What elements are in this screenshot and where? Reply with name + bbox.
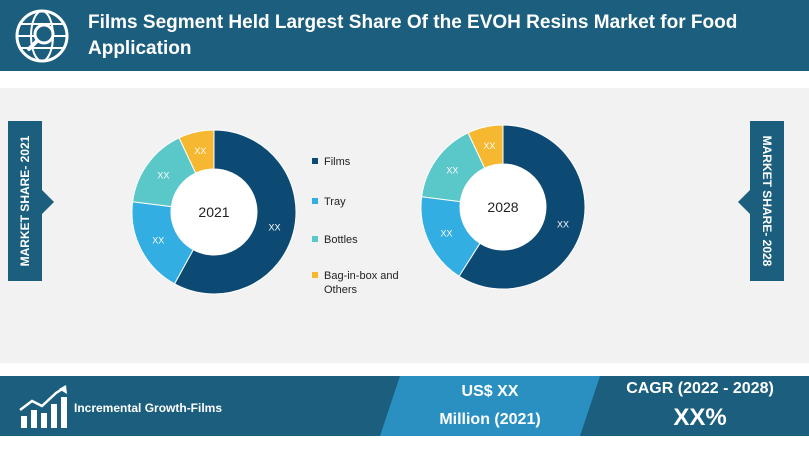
legend-swatch-bottles	[312, 236, 318, 242]
cagr-value: XX%	[673, 404, 727, 431]
side-arrow-left	[42, 190, 54, 214]
center-label-2028: 2028	[487, 199, 518, 215]
market-share-2021-tab: MARKET SHARE- 2021	[8, 121, 42, 281]
legend-label-films: Films	[324, 156, 351, 168]
data-label-2028-bag-in-box: XX	[483, 141, 495, 151]
data-label-2021-films: XX	[269, 223, 281, 233]
data-label-2021-bag-in-box: XX	[194, 146, 206, 156]
side-arrow-right	[738, 190, 750, 214]
legend-item-tray: Tray	[312, 195, 422, 209]
legend-label-tray: Tray	[324, 196, 346, 208]
legend-swatch-tray	[312, 198, 318, 204]
legend-label-bag-in-box: Bag-in-box and Others	[324, 270, 399, 296]
page-title: Films Segment Held Largest Share Of the …	[88, 12, 738, 59]
cagr-label: CAGR (2022 - 2028)	[626, 380, 774, 397]
growth-chart-icon	[19, 385, 67, 428]
data-label-2021-bottles: XX	[157, 170, 169, 180]
footer-value-line2: Million (2021)	[439, 411, 541, 428]
footer-label: Incremental Growth-Films	[74, 401, 223, 415]
footer-value-line1: US$ XX	[461, 383, 519, 400]
header-banner: Films Segment Held Largest Share Of the …	[0, 0, 809, 71]
center-label-2021: 2021	[198, 204, 229, 220]
legend-item-bottles: Bottles	[312, 233, 422, 247]
legend-swatch-films	[312, 158, 318, 164]
data-label-2021-tray: XX	[152, 235, 164, 245]
legend-label-bottles: Bottles	[324, 234, 358, 246]
legend-item-films: Films	[312, 155, 422, 169]
donut-hole-2028	[460, 164, 546, 250]
market-share-2028-tab: MARKET SHARE- 2028	[750, 121, 784, 281]
legend-item-bag-in-box: Bag-in-box and Others	[312, 269, 422, 297]
data-label-2028-tray: XX	[440, 229, 452, 239]
footer-value-panel	[380, 376, 600, 436]
donut-hole-2021	[171, 169, 257, 255]
data-label-2028-bottles: XX	[446, 165, 458, 175]
legend-swatch-bag-in-box	[312, 272, 318, 278]
globe-search-icon	[15, 9, 69, 63]
data-label-2028-films: XX	[557, 219, 569, 229]
